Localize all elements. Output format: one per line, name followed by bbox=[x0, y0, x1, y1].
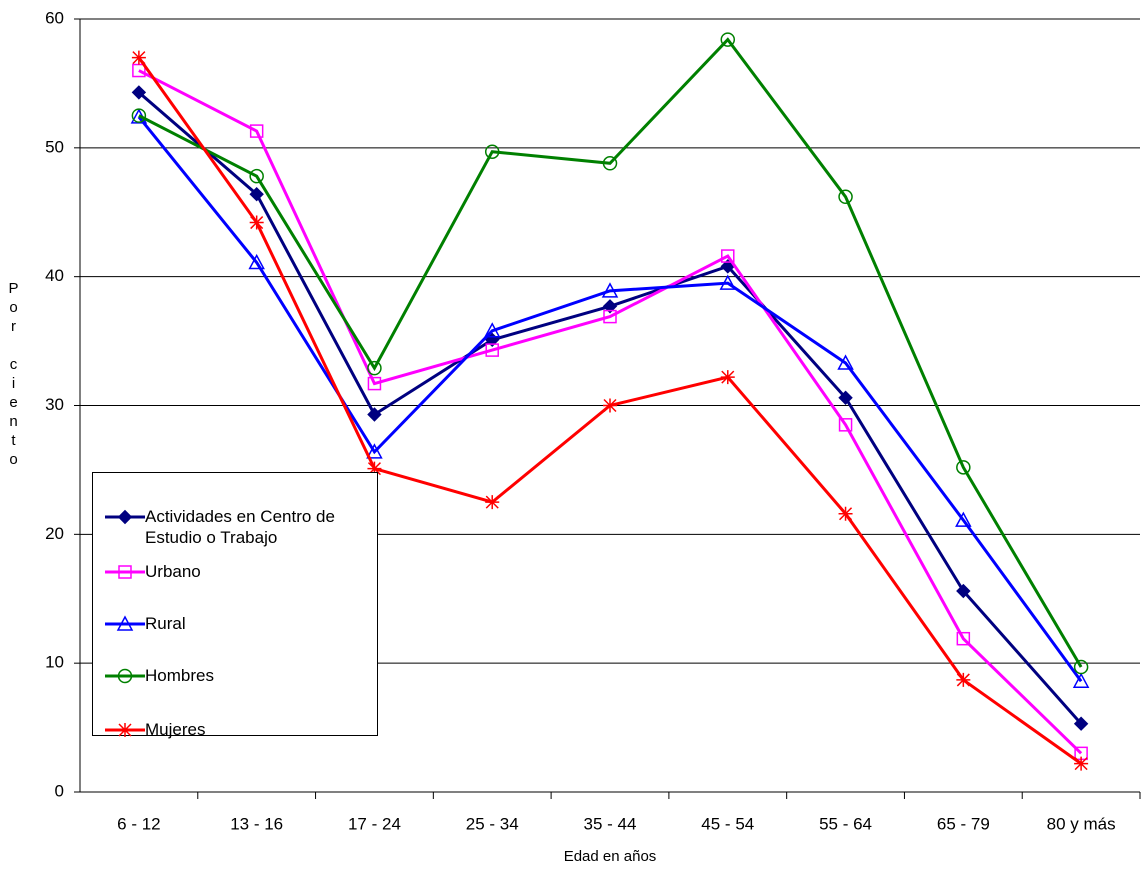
y-tick-label: 40 bbox=[45, 266, 64, 285]
marker bbox=[603, 398, 617, 413]
marker bbox=[602, 156, 618, 171]
marker bbox=[838, 189, 853, 205]
x-tick-label: 25 - 34 bbox=[466, 814, 519, 833]
marker bbox=[956, 583, 971, 599]
marker bbox=[1074, 756, 1089, 771]
marker bbox=[367, 461, 382, 476]
marker bbox=[367, 376, 382, 391]
series-line bbox=[138, 69, 1083, 755]
marker bbox=[248, 253, 265, 270]
marker bbox=[720, 370, 735, 385]
legend-entry: Actividades en Centro de Estudio o Traba… bbox=[105, 506, 365, 548]
y-tick-label: 60 bbox=[45, 8, 64, 27]
legend-label: Actividades en Centro de Estudio o Traba… bbox=[145, 507, 335, 547]
legend-label: Urbano bbox=[145, 562, 201, 581]
x-tick-label: 17 - 24 bbox=[348, 814, 401, 833]
marker bbox=[117, 509, 133, 525]
legend-swatch bbox=[105, 615, 145, 631]
legend-label: Hombres bbox=[145, 666, 214, 685]
marker bbox=[1073, 659, 1089, 675]
x-tick-label: 55 - 64 bbox=[819, 814, 872, 833]
marker bbox=[249, 187, 264, 202]
legend-entry: Urbano bbox=[105, 561, 365, 582]
y-tick-label: 30 bbox=[45, 395, 64, 414]
marker bbox=[118, 723, 132, 737]
marker bbox=[956, 631, 971, 646]
marker bbox=[483, 322, 501, 338]
marker bbox=[116, 615, 134, 631]
y-tick-label: 20 bbox=[45, 524, 64, 543]
marker bbox=[838, 506, 853, 521]
marker bbox=[118, 565, 132, 579]
x-tick-label: 80 y más bbox=[1047, 814, 1116, 833]
x-tick-label: 45 - 54 bbox=[701, 814, 754, 833]
y-axis-label: Por ciento bbox=[5, 280, 22, 470]
marker bbox=[720, 32, 736, 47]
series-line bbox=[138, 37, 1083, 668]
x-tick-label: 13 - 16 bbox=[230, 814, 283, 833]
legend-entry: Rural bbox=[105, 613, 365, 634]
marker bbox=[602, 299, 618, 314]
marker bbox=[838, 418, 853, 432]
marker bbox=[956, 672, 971, 687]
marker bbox=[956, 460, 971, 475]
marker bbox=[249, 124, 264, 138]
marker bbox=[838, 390, 853, 405]
x-tick-label: 65 - 79 bbox=[937, 814, 990, 833]
marker bbox=[1072, 672, 1090, 688]
x-tick-label: 6 - 12 bbox=[117, 814, 160, 833]
marker bbox=[131, 50, 146, 65]
x-tick-label: 35 - 44 bbox=[584, 814, 637, 833]
marker bbox=[485, 343, 499, 357]
marker bbox=[484, 144, 500, 159]
legend-label: Mujeres bbox=[145, 720, 206, 739]
legend-label: Rural bbox=[145, 614, 186, 633]
marker bbox=[249, 168, 264, 184]
marker bbox=[1073, 716, 1089, 731]
legend-swatch bbox=[105, 509, 145, 525]
marker bbox=[955, 511, 972, 527]
marker bbox=[603, 309, 617, 324]
marker bbox=[601, 282, 619, 298]
marker bbox=[367, 360, 382, 376]
legend-entry: Hombres bbox=[105, 665, 365, 686]
y-tick-label: 0 bbox=[55, 781, 64, 800]
marker bbox=[131, 85, 147, 100]
series-line bbox=[137, 115, 1083, 683]
marker bbox=[719, 274, 737, 290]
legend: Actividades en Centro de Estudio o Traba… bbox=[92, 472, 378, 739]
y-tick-label: 10 bbox=[45, 653, 64, 672]
marker bbox=[131, 108, 147, 123]
legend-swatch bbox=[105, 668, 145, 684]
marker bbox=[837, 354, 854, 370]
legend-swatch bbox=[105, 565, 145, 579]
legend-entry: Mujeres bbox=[105, 719, 365, 740]
marker bbox=[485, 495, 500, 510]
marker bbox=[117, 668, 133, 684]
y-tick-label: 50 bbox=[45, 137, 64, 156]
marker bbox=[367, 407, 382, 422]
marker bbox=[366, 443, 383, 459]
marker bbox=[249, 215, 264, 230]
x-axis-label: Edad en años bbox=[564, 848, 657, 865]
legend-swatch bbox=[105, 723, 145, 737]
marker bbox=[721, 249, 735, 263]
